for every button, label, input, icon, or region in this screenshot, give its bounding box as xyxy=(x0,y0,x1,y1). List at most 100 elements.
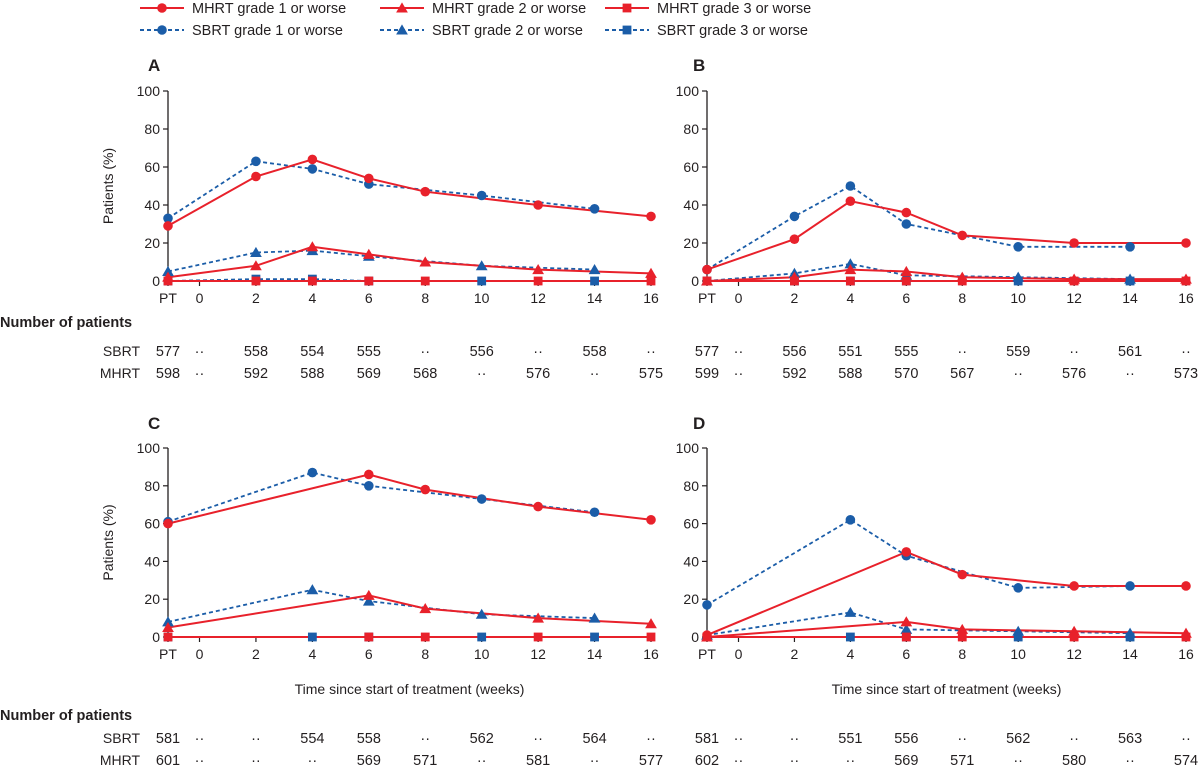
y-tick-label: 60 xyxy=(683,159,699,175)
y-tick-label: 40 xyxy=(683,197,699,213)
x-tick-label: 8 xyxy=(421,646,429,662)
count-cell: 561 xyxy=(1118,344,1142,360)
count-cell: ·· xyxy=(790,731,800,747)
data-point xyxy=(1181,238,1191,248)
count-cell: 569 xyxy=(894,753,918,767)
count-cell: 581 xyxy=(156,731,180,747)
count-cell: 592 xyxy=(782,366,806,382)
count-cell: 556 xyxy=(470,344,494,360)
data-point xyxy=(364,632,374,642)
count-cell: 567 xyxy=(950,366,974,382)
count-cell: ·· xyxy=(646,344,656,360)
data-point xyxy=(419,603,432,614)
data-point xyxy=(163,632,173,642)
data-point xyxy=(900,265,913,276)
data-point xyxy=(957,230,968,241)
count-cell: ·· xyxy=(590,366,600,382)
legend-label: SBRT grade 3 or worse xyxy=(657,23,808,39)
series-line xyxy=(706,518,1131,606)
count-row-label: MHRT xyxy=(100,752,141,767)
data-point xyxy=(901,276,911,286)
legend-marker xyxy=(622,25,632,35)
data-point xyxy=(1125,276,1135,286)
count-cell: ·· xyxy=(195,344,205,360)
y-tick-label: 80 xyxy=(683,478,699,494)
x-axis-label: Time since start of treatment (weeks) xyxy=(832,681,1062,697)
legend-entry: SBRT grade 1 or worse xyxy=(140,23,343,39)
y-tick-label: 40 xyxy=(144,553,160,569)
count-cell: ·· xyxy=(1069,344,1079,360)
data-point xyxy=(1069,632,1079,642)
data-point xyxy=(162,621,174,633)
count-cell: ·· xyxy=(734,753,744,767)
count-cell: 562 xyxy=(470,731,494,747)
panel-label: C xyxy=(148,414,160,433)
data-point xyxy=(364,481,374,491)
count-row-label: SBRT xyxy=(103,343,141,359)
count-cell: ·· xyxy=(734,366,744,382)
count-cell: ·· xyxy=(1181,731,1191,747)
count-cell: 554 xyxy=(300,731,324,747)
data-point xyxy=(306,584,319,595)
count-cell: 577 xyxy=(695,344,719,360)
x-tick-label: 0 xyxy=(196,290,204,306)
count-row-label: SBRT xyxy=(103,730,141,746)
count-cell: 581 xyxy=(526,753,550,767)
count-cell: 555 xyxy=(894,344,918,360)
data-point xyxy=(901,219,912,229)
data-point xyxy=(251,156,261,167)
series-line xyxy=(167,473,652,525)
data-point xyxy=(251,276,261,286)
x-tick-label: 6 xyxy=(902,290,910,306)
count-cell: ·· xyxy=(957,344,967,360)
data-point xyxy=(844,258,857,269)
count-cell: 558 xyxy=(244,344,268,360)
data-point xyxy=(1013,276,1023,286)
data-point xyxy=(900,623,913,634)
count-cell: ·· xyxy=(734,731,744,747)
data-point xyxy=(1013,583,1023,593)
count-cell: ·· xyxy=(1069,731,1079,747)
count-cell: 555 xyxy=(357,344,381,360)
data-point xyxy=(589,507,600,518)
y-tick-label: 100 xyxy=(676,83,700,99)
count-cell: 588 xyxy=(838,366,862,382)
x-tick-label: 6 xyxy=(365,290,373,306)
count-cell: 554 xyxy=(300,344,324,360)
count-cell: 581 xyxy=(695,731,719,747)
data-point xyxy=(1013,632,1023,642)
x-tick-label: 12 xyxy=(530,646,546,662)
series-line xyxy=(706,184,1131,271)
series-line xyxy=(167,471,595,523)
data-point xyxy=(364,276,374,286)
count-cell: 551 xyxy=(838,344,862,360)
x-tick-label: 10 xyxy=(1010,646,1026,662)
count-cell: ·· xyxy=(790,753,800,767)
count-cell: ·· xyxy=(846,753,856,767)
count-cell: ·· xyxy=(477,753,487,767)
count-cell: ·· xyxy=(590,753,600,767)
data-point xyxy=(646,515,656,525)
panel-label: B xyxy=(693,56,705,75)
x-tick-label: 16 xyxy=(643,290,659,306)
legend-entry: SBRT grade 3 or worse xyxy=(605,23,808,39)
data-point xyxy=(1181,632,1191,642)
count-cell: 558 xyxy=(357,731,381,747)
count-cell: 556 xyxy=(782,344,806,360)
data-point xyxy=(420,484,431,495)
data-point xyxy=(364,173,374,184)
x-tick-label: 4 xyxy=(846,290,854,306)
series-line xyxy=(167,594,652,629)
data-point xyxy=(845,515,856,525)
legend-label: MHRT grade 1 or worse xyxy=(192,1,346,17)
x-tick-label: PT xyxy=(159,646,177,662)
data-point xyxy=(901,632,911,642)
y-tick-label: 80 xyxy=(144,121,160,137)
y-tick-label: 20 xyxy=(144,591,160,607)
count-cell: ·· xyxy=(420,731,430,747)
count-cell: ·· xyxy=(251,731,261,747)
data-point xyxy=(420,632,430,642)
data-point xyxy=(362,595,375,606)
